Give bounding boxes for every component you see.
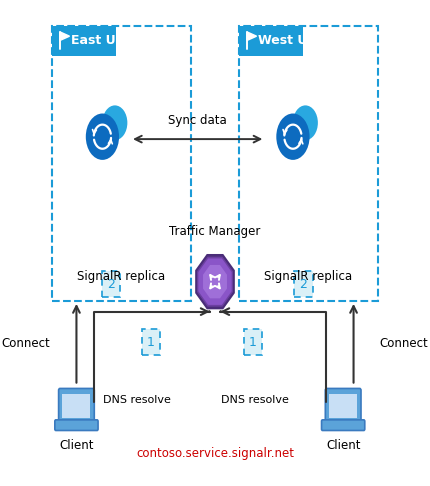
- Bar: [244, 329, 262, 355]
- Circle shape: [86, 114, 119, 160]
- Text: 1: 1: [249, 335, 257, 348]
- FancyBboxPatch shape: [62, 394, 90, 418]
- Text: contoso.service.signalr.net: contoso.service.signalr.net: [136, 447, 294, 460]
- Bar: [141, 329, 160, 355]
- Text: 2: 2: [299, 278, 307, 291]
- Text: 1: 1: [147, 335, 155, 348]
- Polygon shape: [60, 32, 70, 40]
- FancyBboxPatch shape: [55, 420, 98, 431]
- Text: DNS resolve: DNS resolve: [221, 395, 289, 405]
- Bar: [52, 26, 116, 55]
- Circle shape: [293, 105, 318, 140]
- Text: DNS resolve: DNS resolve: [103, 395, 171, 405]
- Text: East US: East US: [71, 34, 125, 47]
- Text: Connect: Connect: [380, 337, 428, 350]
- Polygon shape: [195, 254, 235, 309]
- Text: SignalR replica: SignalR replica: [77, 270, 166, 283]
- FancyBboxPatch shape: [326, 388, 361, 424]
- Circle shape: [102, 105, 127, 140]
- Circle shape: [276, 114, 310, 160]
- Bar: [102, 271, 120, 297]
- Polygon shape: [247, 32, 257, 40]
- FancyBboxPatch shape: [329, 394, 357, 418]
- Text: Connect: Connect: [2, 337, 50, 350]
- Polygon shape: [197, 257, 233, 307]
- Bar: [294, 271, 313, 297]
- FancyBboxPatch shape: [322, 420, 365, 431]
- Text: Sync data: Sync data: [168, 114, 227, 127]
- Text: West US: West US: [258, 34, 316, 47]
- Text: Traffic Manager: Traffic Manager: [169, 225, 261, 238]
- FancyBboxPatch shape: [58, 388, 94, 424]
- Polygon shape: [203, 265, 227, 298]
- Polygon shape: [198, 259, 232, 305]
- Text: Client: Client: [326, 439, 360, 451]
- Text: Client: Client: [59, 439, 94, 451]
- Bar: [239, 26, 303, 55]
- Bar: [52, 26, 191, 301]
- Text: 2: 2: [107, 278, 115, 291]
- Bar: [239, 26, 378, 301]
- Text: SignalR replica: SignalR replica: [264, 270, 353, 283]
